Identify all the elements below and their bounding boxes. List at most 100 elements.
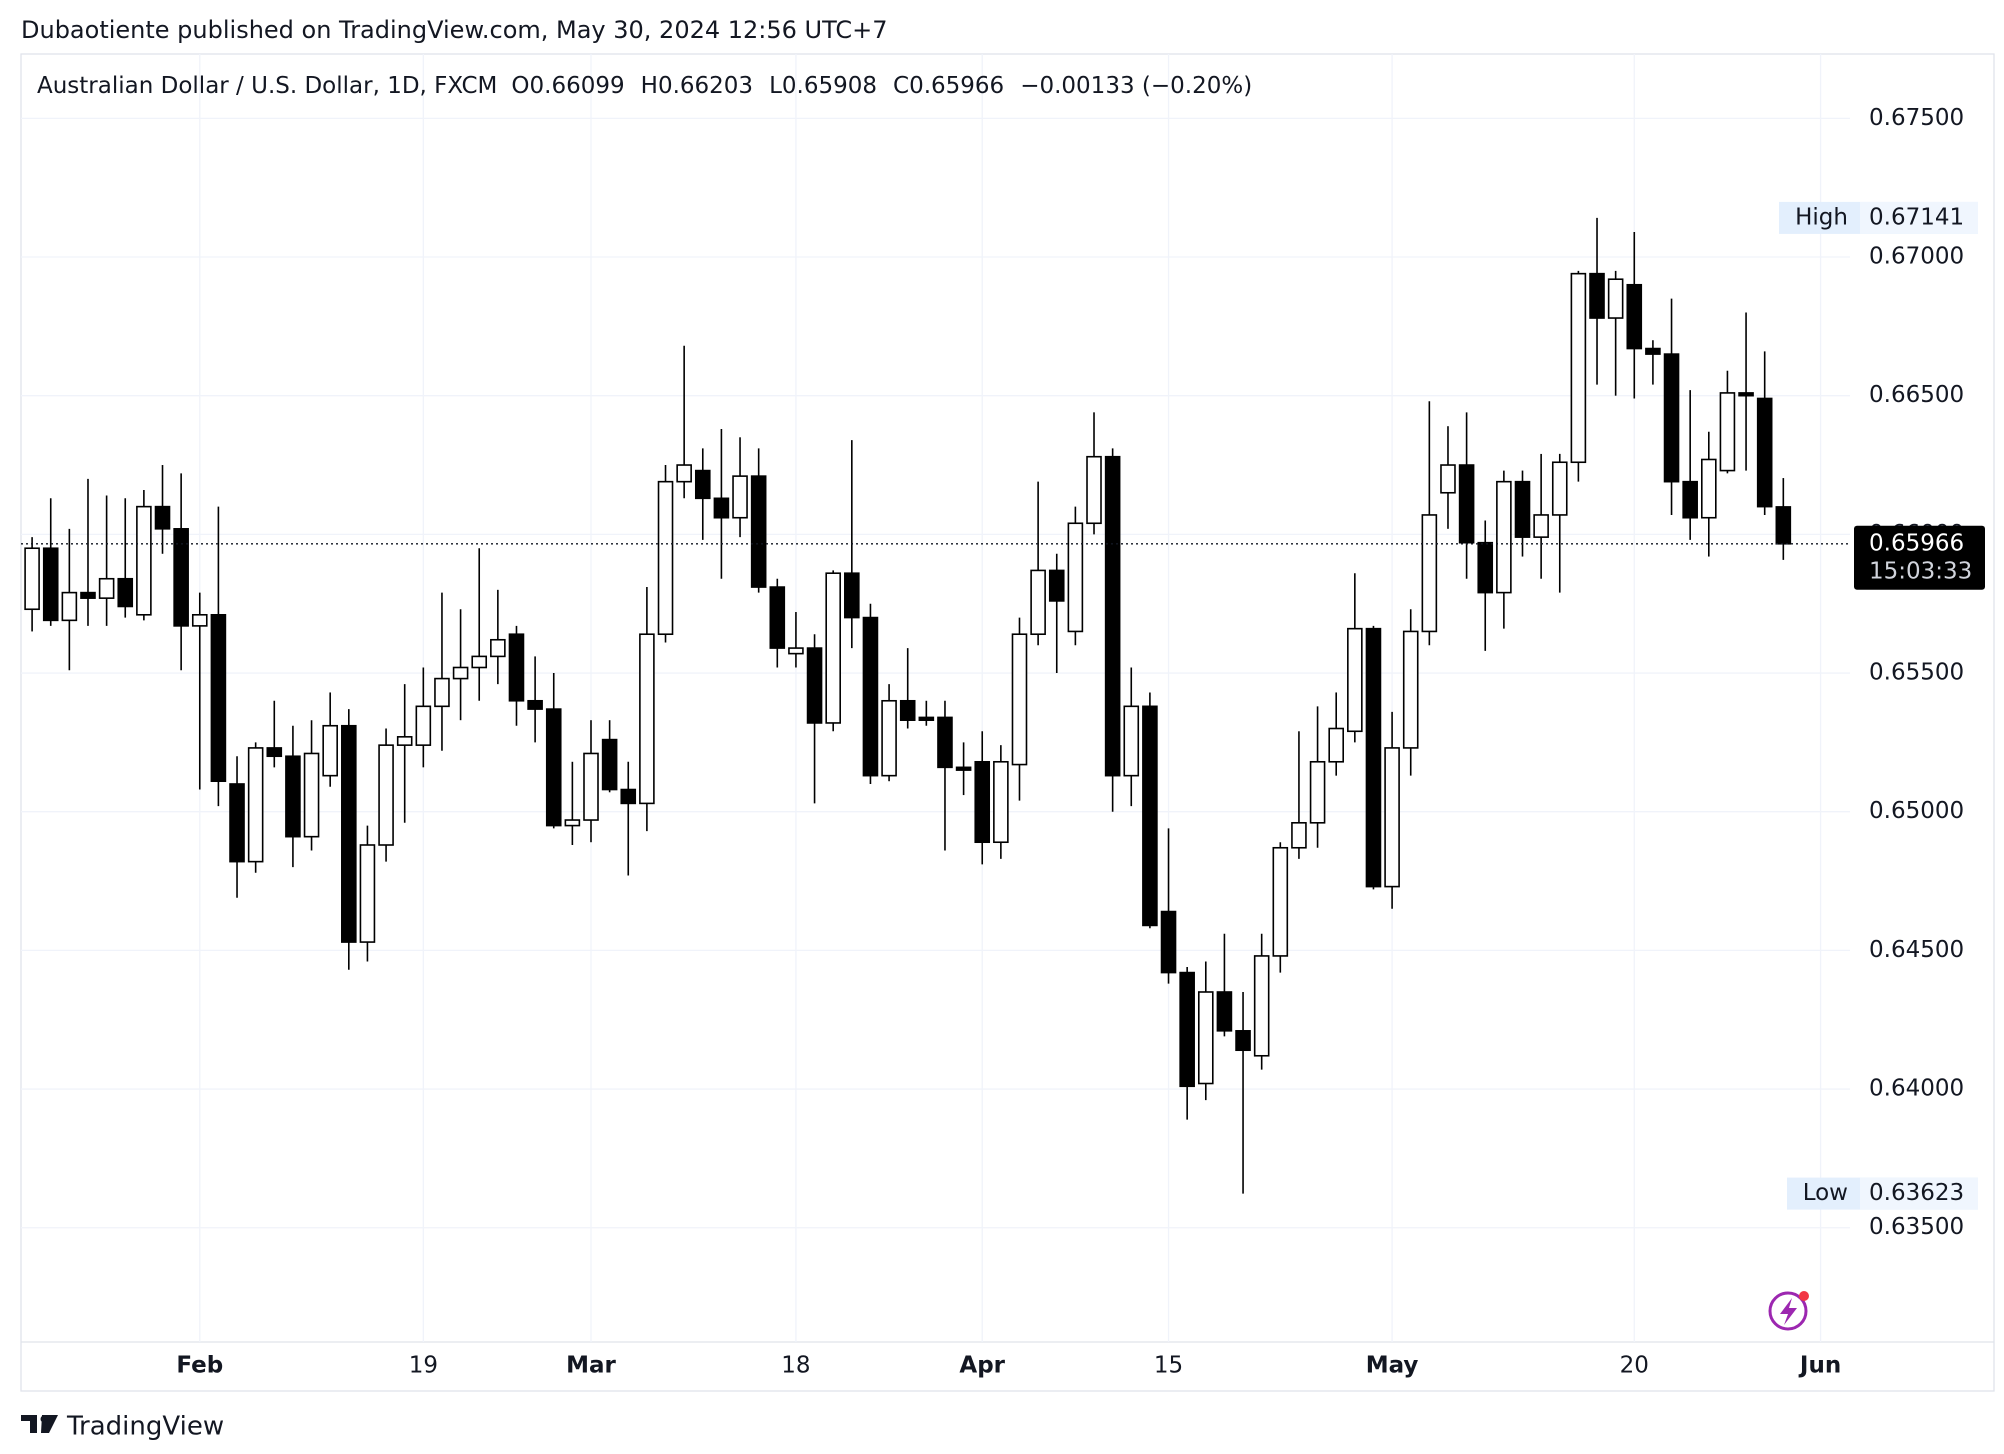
legend-value: 0.65908 <box>782 73 877 99</box>
legend-prefix: L <box>769 73 782 99</box>
candle-body <box>1626 283 1643 350</box>
candle-body <box>1272 846 1289 957</box>
candle-body <box>1347 627 1363 733</box>
legend-prefix: H <box>641 73 658 99</box>
x-tick-label: 18 <box>781 1353 810 1379</box>
candle-body <box>1179 971 1195 1088</box>
candle-body <box>434 677 450 708</box>
alert-icon <box>1768 1291 1809 1331</box>
high-value: 0.67141 <box>1869 204 1964 230</box>
candle-body <box>1477 541 1494 594</box>
candle-body <box>1384 747 1400 888</box>
candle-body <box>918 716 935 721</box>
alert-dot <box>1799 1291 1809 1301</box>
y-tick-label: 0.63500 <box>1869 1214 1964 1240</box>
candle-body <box>657 480 674 636</box>
candle-body <box>583 752 599 821</box>
x-tick-label: Apr <box>959 1353 1005 1379</box>
candle-body <box>98 577 115 599</box>
x-tick-label: Feb <box>176 1353 223 1379</box>
candle-body <box>1067 522 1084 633</box>
x-tick-label: Jun <box>1798 1353 1841 1379</box>
high-label: High <box>1795 204 1848 230</box>
x-tick-label: 20 <box>1620 1353 1649 1379</box>
y-tick-label: 0.66500 <box>1869 382 1964 408</box>
candle-body <box>303 752 320 838</box>
candle-body <box>1328 727 1344 763</box>
candle-body <box>1048 569 1065 602</box>
candle-body <box>1011 633 1028 766</box>
x-tick-label: 19 <box>409 1353 438 1379</box>
candle-body <box>1216 991 1233 1032</box>
candle-body <box>527 699 543 710</box>
candle-body <box>247 747 264 863</box>
candle-body <box>1458 464 1475 544</box>
candle-body <box>378 744 394 846</box>
candle-body <box>1421 514 1438 633</box>
candle-body <box>1142 705 1158 927</box>
candle-body <box>154 505 171 530</box>
alert-circle <box>1768 1291 1808 1331</box>
candle-body <box>191 613 208 627</box>
x-tick-label: 15 <box>1154 1353 1183 1379</box>
candle-body <box>285 755 301 838</box>
alert-bolt <box>1780 1298 1797 1325</box>
candle-body <box>1738 392 1754 397</box>
candle-body <box>1253 955 1270 1057</box>
y-tick-label: 0.65500 <box>1869 660 1964 686</box>
candle-body <box>1104 455 1121 777</box>
candle-body <box>1235 1030 1251 1052</box>
low-value-bg <box>1860 1177 1978 1210</box>
y-tick-label: 0.65000 <box>1869 798 1964 824</box>
candle-body <box>974 760 991 844</box>
candle-body <box>490 638 506 658</box>
brand-logo-dot <box>40 1415 48 1423</box>
y-tick-label: 0.67000 <box>1869 244 1964 270</box>
legend-prefix: O <box>511 73 529 99</box>
candle-body <box>825 572 841 724</box>
y-tick-label: 0.67500 <box>1869 105 1964 131</box>
candle-body <box>899 699 916 721</box>
candle-body <box>1291 822 1307 849</box>
candle-body <box>1551 461 1568 516</box>
candle-body <box>601 738 618 791</box>
legend-prefix: C <box>893 73 909 99</box>
candle-body <box>1756 397 1773 508</box>
candle-body <box>955 766 972 771</box>
candle-body <box>136 505 152 616</box>
candle-body <box>266 747 283 758</box>
candle-body <box>210 613 227 783</box>
candle-body <box>1197 991 1214 1085</box>
plot <box>21 54 1850 1342</box>
candle-body <box>1719 392 1736 472</box>
candle-body <box>545 708 562 827</box>
last-price-value: 0.65966 <box>1869 530 1964 556</box>
legend-change: −0.00133 (−0.20%) <box>1020 73 1252 99</box>
candle-body <box>1589 272 1605 319</box>
candle-body <box>1514 480 1531 538</box>
candle-body <box>1775 506 1792 545</box>
candle-body <box>769 586 786 649</box>
candle-body <box>1682 480 1698 519</box>
legend-value: 0.66203 <box>658 73 753 99</box>
candle-body <box>564 819 581 827</box>
candle-body <box>639 633 655 805</box>
brand-logo <box>21 1415 58 1433</box>
candle-body <box>620 788 637 805</box>
candle-body <box>937 716 953 769</box>
legend-symbol: Australian Dollar / U.S. Dollar, 1D, FXC… <box>37 73 497 99</box>
candle-body <box>750 475 767 588</box>
candle-body <box>508 633 525 702</box>
candle-body <box>1160 910 1177 974</box>
candle-body <box>844 572 860 619</box>
candle-body <box>862 616 879 777</box>
low-label: Low <box>1803 1180 1848 1206</box>
candle-body <box>61 591 78 622</box>
candle-body <box>359 844 376 943</box>
y-tick-label: 0.64000 <box>1869 1076 1964 1102</box>
candle-body <box>806 647 823 724</box>
x-tick-label: May <box>1366 1353 1419 1379</box>
candle-body <box>117 577 134 608</box>
candle-body <box>881 699 897 777</box>
